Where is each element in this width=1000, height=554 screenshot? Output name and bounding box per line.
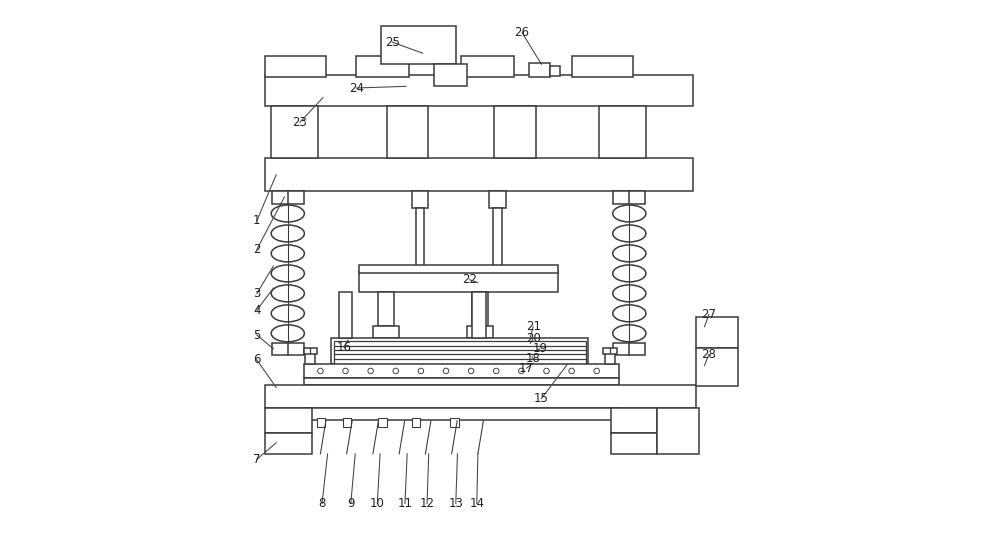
Circle shape (443, 368, 449, 374)
Text: 5: 5 (253, 329, 261, 341)
Bar (334, 359, 586, 365)
Bar (317, 418, 325, 427)
Text: 23: 23 (293, 116, 307, 129)
Bar (489, 191, 506, 208)
Text: 28: 28 (701, 348, 716, 361)
Bar (265, 433, 312, 454)
Bar (378, 293, 394, 326)
Bar (696, 317, 738, 348)
Circle shape (418, 368, 424, 374)
Bar (611, 408, 657, 433)
Bar (412, 191, 428, 208)
Circle shape (519, 368, 524, 374)
Bar (387, 106, 428, 158)
Bar (334, 355, 586, 360)
Bar (343, 418, 351, 427)
Text: 24: 24 (349, 81, 364, 95)
Bar (356, 56, 409, 77)
Bar (416, 208, 424, 271)
Text: 2: 2 (253, 243, 261, 256)
Bar (272, 191, 304, 203)
Bar (381, 25, 456, 64)
Circle shape (569, 368, 574, 374)
Bar (450, 418, 459, 427)
Bar (603, 348, 617, 355)
Bar (467, 326, 493, 338)
Text: 25: 25 (385, 35, 400, 49)
Bar (359, 265, 558, 273)
Bar (304, 378, 619, 385)
Text: 9: 9 (347, 497, 355, 510)
Bar (305, 353, 315, 365)
Bar (613, 191, 645, 203)
Bar (472, 293, 486, 338)
Text: 20: 20 (526, 332, 541, 345)
Bar (605, 353, 615, 365)
Bar (265, 158, 693, 191)
Bar (599, 106, 646, 158)
Circle shape (368, 368, 373, 374)
Text: 8: 8 (318, 497, 326, 510)
Bar (696, 348, 738, 387)
Bar (334, 346, 586, 351)
Circle shape (318, 368, 323, 374)
Circle shape (343, 368, 348, 374)
Bar (334, 350, 586, 356)
Bar (412, 418, 420, 427)
Bar (304, 408, 619, 420)
Text: 22: 22 (462, 273, 477, 286)
Bar (359, 271, 558, 293)
Bar (494, 106, 536, 158)
Bar (271, 106, 318, 158)
Text: 6: 6 (253, 353, 261, 366)
Bar (272, 343, 304, 356)
Text: 21: 21 (526, 320, 541, 334)
Text: 17: 17 (519, 362, 534, 375)
Circle shape (544, 368, 549, 374)
Text: 11: 11 (397, 497, 412, 510)
Bar (613, 343, 645, 356)
Circle shape (393, 368, 399, 374)
Bar (611, 433, 657, 454)
Text: 4: 4 (253, 304, 261, 317)
Text: 12: 12 (420, 497, 435, 510)
Text: 13: 13 (448, 497, 463, 510)
Bar (550, 66, 560, 76)
Circle shape (493, 368, 499, 374)
Bar (461, 56, 514, 77)
Bar (493, 208, 502, 271)
Bar (434, 64, 467, 86)
Bar (472, 293, 488, 326)
Bar (304, 348, 317, 355)
Bar (529, 63, 550, 77)
Text: 27: 27 (701, 308, 716, 321)
Text: 10: 10 (370, 497, 385, 510)
Text: 7: 7 (253, 453, 261, 466)
Text: 18: 18 (526, 352, 541, 365)
Bar (572, 56, 633, 77)
Bar (331, 338, 588, 365)
Bar (265, 385, 696, 408)
Text: 15: 15 (534, 392, 549, 405)
Bar (265, 56, 326, 77)
Bar (378, 418, 387, 427)
Circle shape (468, 368, 474, 374)
Bar (265, 408, 312, 433)
Bar (334, 341, 586, 347)
Text: 19: 19 (532, 342, 547, 355)
Circle shape (594, 368, 599, 374)
Bar (373, 326, 399, 338)
Text: 16: 16 (337, 341, 352, 354)
Text: 14: 14 (469, 497, 484, 510)
Text: 1: 1 (253, 214, 261, 227)
Bar (304, 365, 619, 378)
Text: 26: 26 (515, 26, 530, 39)
Bar (657, 408, 699, 454)
Bar (339, 293, 352, 338)
Bar (265, 75, 693, 106)
Text: 3: 3 (253, 287, 261, 300)
